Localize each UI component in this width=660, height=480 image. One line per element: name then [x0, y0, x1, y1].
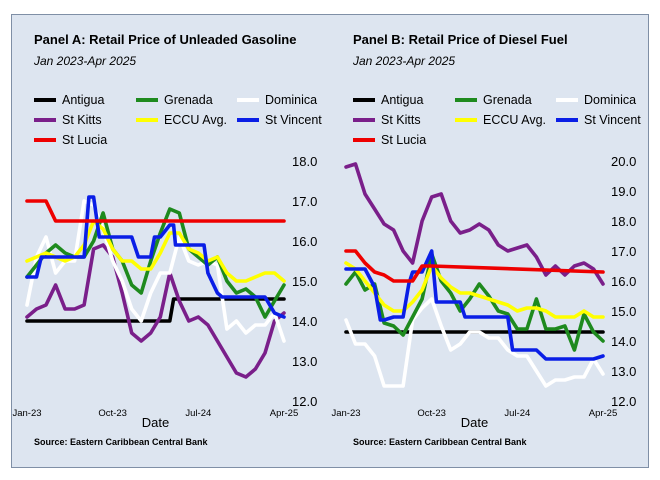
x-tick-label: Jul-24 — [504, 408, 530, 419]
x-tick-label: Jul-24 — [185, 408, 211, 419]
source-note: Source: Eastern Caribbean Central Bank — [353, 437, 527, 447]
series-line-eccu-avg — [344, 261, 605, 319]
legend-swatch — [556, 118, 578, 122]
x-tick-label: Jan-23 — [331, 408, 360, 419]
legend-swatch — [237, 98, 259, 102]
source-note: Source: Eastern Caribbean Central Bank — [34, 437, 208, 447]
series-line-eccu-avg — [25, 219, 286, 283]
legend-swatch — [34, 98, 56, 102]
chart-title: Panel A: Retail Price of Unleaded Gasoli… — [34, 32, 297, 47]
plot-area: 12.0 13.0 14.0 15.0 16.0 17.0 18.0 19.0 20.0 Jan-… — [331, 154, 636, 430]
legend-label: St Lucia — [381, 133, 427, 147]
y-tick-label: 12.0 — [292, 394, 317, 409]
legend-label: Antigua — [381, 93, 424, 107]
legend-label: Dominica — [265, 93, 318, 107]
series-line-antigua — [25, 297, 286, 323]
y-tick-label: 17.0 — [611, 244, 636, 259]
y-tick-label: 15.0 — [611, 304, 636, 319]
legend-item-dominica: Dominica — [556, 93, 636, 107]
chart-subtitle: Jan 2023-Apr 2025 — [353, 54, 456, 68]
y-tick-label: 17.0 — [292, 194, 317, 209]
legend-swatch — [34, 118, 56, 122]
legend-item-grenada: Grenada — [136, 93, 213, 107]
x-tick-label: Jan-23 — [12, 408, 41, 419]
legend-label: St Kitts — [381, 113, 421, 127]
legend-item-st-vincent: St Vincent — [556, 113, 641, 127]
panel-b: Panel B: Retail Price of Diesel Fuel Jan… — [331, 15, 650, 467]
panel-a: Panel A: Retail Price of Unleaded Gasoli… — [12, 15, 331, 467]
y-tick-label: 13.0 — [611, 364, 636, 379]
series-line-dominica — [25, 199, 286, 343]
chart-title: Panel B: Retail Price of Diesel Fuel — [353, 32, 568, 47]
x-tick-label: Oct-23 — [98, 408, 127, 419]
legend-label: Grenada — [164, 93, 213, 107]
series-line-st-kitts — [25, 243, 286, 379]
chart-subtitle: Jan 2023-Apr 2025 — [34, 54, 137, 68]
legend-item-st-kitts: St Kitts — [353, 113, 421, 127]
x-tick-label: Apr-25 — [589, 408, 618, 419]
legend-item-dominica: Dominica — [237, 93, 317, 107]
series-line-st-lucia — [344, 249, 605, 283]
legend-label: ECCU Avg. — [164, 113, 227, 127]
legend-swatch — [455, 118, 477, 122]
y-tick-label: 20.0 — [611, 154, 636, 169]
y-tick-label: 14.0 — [292, 314, 317, 329]
legend-item-st-vincent: St Vincent — [237, 113, 322, 127]
series-line-grenada — [25, 207, 286, 319]
y-tick-label: 13.0 — [292, 354, 317, 369]
y-tick-label: 19.0 — [611, 184, 636, 199]
legend-swatch — [353, 98, 375, 102]
series-line-grenada — [344, 252, 605, 352]
series-line-dominica — [344, 297, 605, 388]
series-line-st-vincent — [344, 249, 605, 361]
legend-swatch — [353, 118, 375, 122]
y-tick-label: 16.0 — [292, 234, 317, 249]
legend-item-st-lucia: St Lucia — [34, 133, 107, 147]
legend-swatch — [556, 98, 578, 102]
legend-label: St Vincent — [265, 113, 322, 127]
legend-swatch — [353, 138, 375, 142]
y-tick-label: 18.0 — [611, 214, 636, 229]
legend-item-eccu-avg: ECCU Avg. — [136, 113, 227, 127]
legend-item-st-kitts: St Kitts — [34, 113, 102, 127]
y-tick-label: 15.0 — [292, 274, 317, 289]
legend-swatch — [455, 98, 477, 102]
figure-frame: Panel A: Retail Price of Unleaded Gasoli… — [11, 14, 649, 468]
legend-label: Grenada — [483, 93, 532, 107]
legend-item-eccu-avg: ECCU Avg. — [455, 113, 546, 127]
legend-swatch — [34, 138, 56, 142]
legend-item-st-lucia: St Lucia — [353, 133, 426, 147]
plot-area: 12.0 13.0 14.0 15.0 16.0 17.0 18.0 Jan-23 Oct-23… — [12, 154, 317, 430]
y-tick-label: 18.0 — [292, 154, 317, 169]
legend-swatch — [237, 118, 259, 122]
legend-swatch — [136, 118, 158, 122]
legend-item-antigua: Antigua — [34, 93, 104, 107]
x-axis-title: Date — [142, 415, 169, 430]
y-tick-label: 12.0 — [611, 394, 636, 409]
legend-item-grenada: Grenada — [455, 93, 532, 107]
y-tick-label: 14.0 — [611, 334, 636, 349]
legend: Antigua Grenada Dominica St Kitts ECCU Avg. S… — [34, 93, 334, 153]
legend-label: Dominica — [584, 93, 637, 107]
series-line-st-vincent — [25, 195, 286, 319]
series-line-st-lucia — [25, 199, 286, 223]
x-tick-label: Apr-25 — [270, 408, 299, 419]
legend-label: St Vincent — [584, 113, 641, 127]
legend-swatch — [136, 98, 158, 102]
legend-item-antigua: Antigua — [353, 93, 423, 107]
legend-label: Antigua — [62, 93, 105, 107]
legend: Antigua Grenada Dominica St Kitts ECCU Avg. S… — [353, 93, 653, 153]
x-axis-title: Date — [461, 415, 488, 430]
x-tick-label: Oct-23 — [417, 408, 446, 419]
legend-label: St Kitts — [62, 113, 102, 127]
legend-label: St Lucia — [62, 133, 108, 147]
y-tick-label: 16.0 — [611, 274, 636, 289]
legend-label: ECCU Avg. — [483, 113, 546, 127]
